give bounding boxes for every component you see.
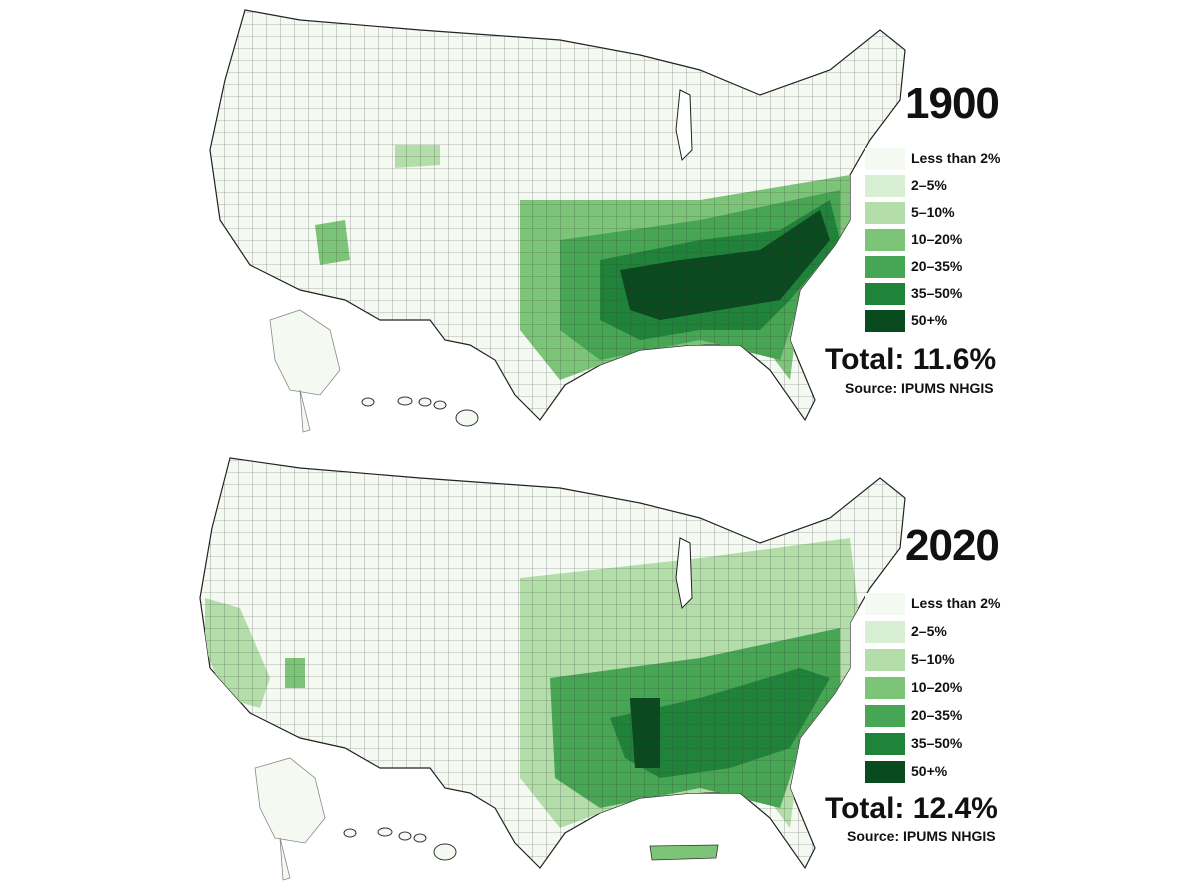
legend-label: 35–50% xyxy=(911,285,963,301)
legend-label: 2–5% xyxy=(911,177,947,193)
legend-label: Less than 2% xyxy=(911,595,1001,611)
legend-swatch xyxy=(865,677,905,699)
legend-swatch xyxy=(865,761,905,783)
legend-swatch xyxy=(865,283,905,305)
county-shading-1900 xyxy=(210,10,905,420)
legend-item: 10–20% xyxy=(865,229,1065,251)
us-county-map-1900 xyxy=(209,9,906,433)
map-year-title: 2020 xyxy=(905,521,1000,570)
legend-swatch xyxy=(865,310,905,332)
source-note: Source: IPUMS NHGIS xyxy=(847,828,996,844)
legend-label: 20–35% xyxy=(911,707,963,723)
puerto-rico xyxy=(649,844,719,861)
legend-swatch xyxy=(865,705,905,727)
map-panel-2020: 2020 Less than 2% 2–5% 5–10% 10–20% 20–3… xyxy=(0,448,1200,896)
legend-item: 10–20% xyxy=(865,677,1065,699)
alaska-panhandle xyxy=(279,837,291,881)
source-note: Source: IPUMS NHGIS xyxy=(845,380,994,396)
legend-label: 5–10% xyxy=(911,651,955,667)
county-shading-2020 xyxy=(200,458,905,868)
legend-item: Less than 2% xyxy=(865,593,1065,615)
alaska-outline xyxy=(269,309,341,396)
legend-label: 20–35% xyxy=(911,258,963,274)
legend-item: 50+% xyxy=(865,310,1065,332)
legend-label: 5–10% xyxy=(911,204,955,220)
legend-swatch xyxy=(865,593,905,615)
legend-swatch xyxy=(865,202,905,224)
legend-swatch xyxy=(865,229,905,251)
legend-item: 35–50% xyxy=(865,733,1065,755)
lake-michigan xyxy=(675,89,693,162)
legend-item: Less than 2% xyxy=(865,148,1065,170)
alaska-panhandle xyxy=(299,389,311,433)
lake-michigan xyxy=(675,537,693,610)
legend-swatch xyxy=(865,621,905,643)
legend-swatch xyxy=(865,256,905,278)
legend-item: 2–5% xyxy=(865,175,1065,197)
legend-label: Less than 2% xyxy=(911,150,1001,166)
legend-item: 5–10% xyxy=(865,202,1065,224)
legend-label: 35–50% xyxy=(911,735,963,751)
map-panel-1900: 1900 Less than 2% 2–5% 5–10% 10–20% 20–3… xyxy=(209,9,1065,433)
legend-label: 50+% xyxy=(911,312,948,328)
map-year-title: 1900 xyxy=(905,79,1000,128)
hawaii-islands xyxy=(343,827,457,861)
legend-swatch xyxy=(865,175,905,197)
legend-item: 20–35% xyxy=(865,256,1065,278)
legend-label: 10–20% xyxy=(911,231,963,247)
legend-item: 2–5% xyxy=(865,621,1065,643)
legend-label: 10–20% xyxy=(911,679,963,695)
hawaii-islands xyxy=(361,396,479,427)
legend-item: 50+% xyxy=(865,761,1065,783)
legend-item: 5–10% xyxy=(865,649,1065,671)
legend-label: 2–5% xyxy=(911,623,947,639)
legend-item: 20–35% xyxy=(865,705,1065,727)
legend-label: 50+% xyxy=(911,763,948,779)
total-percentage: Total: 12.4% xyxy=(825,792,998,825)
legend-swatch xyxy=(865,148,905,170)
legend-item: 35–50% xyxy=(865,283,1065,305)
us-county-map-2020 xyxy=(199,457,906,881)
legend-swatch xyxy=(865,733,905,755)
legend-swatch xyxy=(865,649,905,671)
total-percentage: Total: 11.6% xyxy=(825,343,997,376)
alaska-outline xyxy=(254,757,326,844)
